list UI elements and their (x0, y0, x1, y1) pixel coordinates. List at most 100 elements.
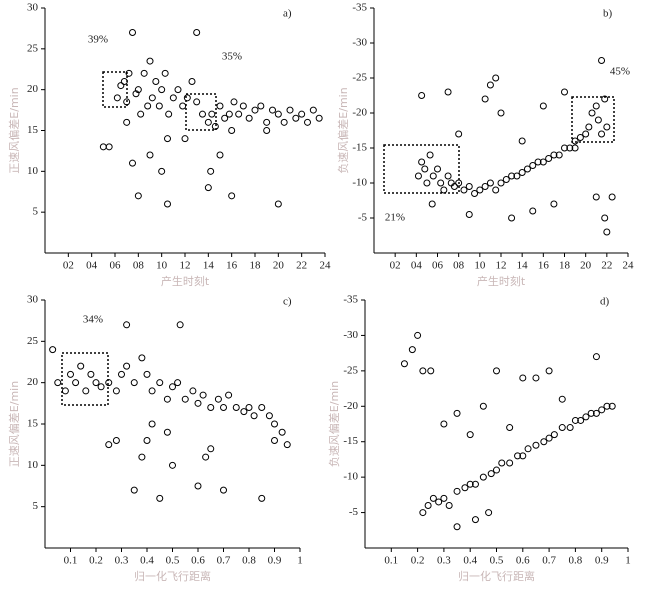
point (274, 200, 282, 208)
point (216, 102, 224, 110)
point (278, 428, 286, 436)
x-tick-label: 0.6 (516, 555, 530, 567)
point (199, 110, 206, 118)
point (148, 94, 156, 102)
point (571, 144, 579, 152)
point (514, 452, 522, 460)
y-tick-label: 5 (33, 500, 39, 512)
panel-label: a) (283, 8, 292, 20)
point (174, 379, 182, 387)
point (148, 387, 156, 395)
x-tick-label: 0.3 (437, 555, 451, 567)
point (161, 69, 169, 77)
point (408, 346, 416, 354)
point (158, 86, 166, 94)
point (105, 441, 113, 449)
point (471, 516, 479, 524)
point (445, 501, 453, 509)
point (97, 383, 105, 391)
y-tick-label: 15 (27, 418, 39, 430)
point (534, 158, 542, 166)
point (508, 172, 516, 180)
x-tick-label: 04 (86, 260, 98, 272)
point (502, 176, 510, 183)
y-tick-label: 30 (27, 2, 39, 14)
x-axis-label: 归一化飞行距离 (458, 569, 535, 583)
point (466, 480, 474, 488)
point (582, 130, 590, 138)
point (492, 74, 500, 82)
point (486, 179, 494, 187)
point (435, 498, 443, 506)
y-tick-label: 20 (27, 376, 39, 388)
point (461, 484, 469, 492)
point (152, 78, 160, 85)
point (481, 95, 489, 103)
point (455, 130, 463, 138)
point (587, 409, 595, 417)
panel-label: d) (600, 296, 610, 308)
point (220, 486, 227, 494)
point (169, 383, 176, 391)
point (453, 409, 461, 417)
point (603, 228, 611, 236)
point (204, 118, 212, 126)
x-tick-label: 16 (226, 260, 238, 272)
y-tick-label: -15 (343, 435, 358, 447)
point (61, 387, 69, 395)
point (315, 114, 323, 122)
point (148, 420, 156, 428)
point (156, 379, 164, 387)
point (592, 409, 600, 417)
point (112, 437, 120, 445)
point (485, 509, 493, 517)
y-tick-label: 25 (27, 42, 39, 54)
point (529, 207, 537, 215)
point (265, 412, 273, 420)
y-tick-label: -25 (352, 72, 367, 84)
point (235, 110, 243, 118)
point (513, 172, 521, 180)
point (99, 143, 107, 151)
y-tick-label: -10 (352, 177, 367, 189)
point (598, 406, 606, 414)
panel: 5 10 15 20 25 30 02 04 06 08 10 12 14 16 18 20 22 24 产生时刻t… (7, 2, 331, 288)
point (251, 106, 259, 114)
y-tick-label: 10 (27, 165, 39, 177)
point (444, 88, 452, 96)
point (529, 162, 537, 169)
x-tick-label: 0.4 (463, 555, 477, 567)
point (269, 106, 276, 114)
point (476, 186, 484, 194)
point (292, 114, 300, 122)
point (207, 167, 215, 175)
x-tick-label: 0.7 (217, 555, 231, 567)
point (309, 106, 317, 114)
point (123, 98, 131, 106)
point (120, 78, 128, 85)
point (176, 321, 184, 329)
point (465, 211, 473, 218)
y-tick-label: -35 (343, 294, 358, 306)
point (207, 445, 215, 453)
x-tick-label: 02 (63, 260, 74, 272)
y-tick-label: 10 (27, 459, 39, 471)
point (582, 413, 590, 421)
dotted-box (571, 96, 615, 143)
point (298, 110, 306, 118)
y-tick-label: 15 (27, 124, 39, 136)
point (558, 395, 566, 403)
point (479, 473, 487, 481)
point (418, 158, 426, 166)
x-tick-label: 0.8 (569, 555, 583, 567)
point (518, 137, 526, 145)
x-tick-label: 0.2 (89, 555, 103, 567)
x-tick-label: 10 (156, 260, 168, 272)
y-tick-label: -30 (352, 37, 367, 49)
point (143, 437, 151, 445)
point (519, 374, 527, 382)
point (561, 144, 568, 152)
y-tick-label: -35 (352, 2, 367, 14)
point (228, 127, 236, 134)
x-tick-label: 18 (559, 260, 571, 272)
